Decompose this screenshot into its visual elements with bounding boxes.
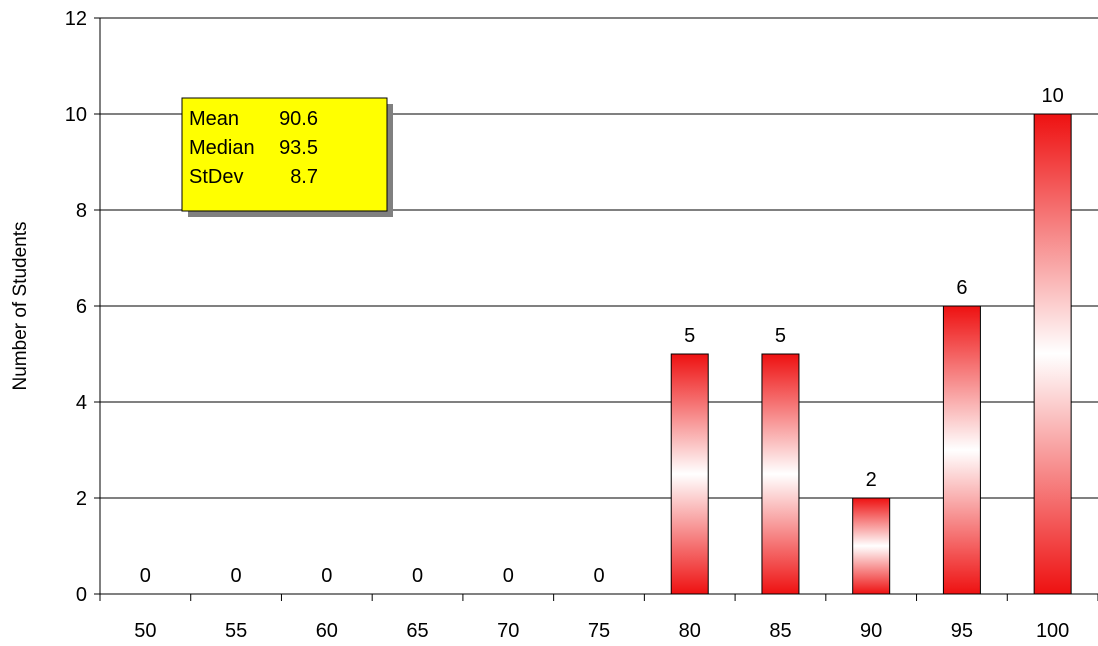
y-tick-label: 2 <box>76 488 87 510</box>
x-tick-label: 75 <box>588 620 610 642</box>
bar-90 <box>852 497 891 595</box>
data-labels: 0 0 0 0 0 0 5 5 2 6 10 <box>140 85 1064 587</box>
data-label: 0 <box>593 565 604 587</box>
x-tick-label: 90 <box>860 620 882 642</box>
y-tick-label: 8 <box>76 200 87 222</box>
data-label: 0 <box>140 565 151 587</box>
y-tick-label: 6 <box>76 296 87 318</box>
y-axis-title: Number of Students <box>10 222 31 391</box>
x-tick-label: 85 <box>769 620 791 642</box>
x-tick-label: 55 <box>225 620 247 642</box>
data-label: 5 <box>775 325 786 347</box>
bar-100 <box>1033 113 1072 595</box>
stats-mean-label: Mean <box>189 108 239 130</box>
stats-stdev-value: 8.7 <box>290 166 318 188</box>
x-tick-label: 80 <box>679 620 701 642</box>
y-tick-label: 10 <box>65 104 87 126</box>
x-tick-label: 70 <box>497 620 519 642</box>
data-label: 0 <box>503 565 514 587</box>
x-tick-label: 65 <box>406 620 428 642</box>
stats-mean-value: 90.6 <box>279 108 318 130</box>
bar-85 <box>761 353 800 595</box>
y-tick-label: 4 <box>76 392 87 414</box>
data-label: 10 <box>1042 85 1064 107</box>
data-label: 0 <box>412 565 423 587</box>
data-label: 5 <box>684 325 695 347</box>
bar-95 <box>942 305 981 595</box>
y-tick-label: 12 <box>65 8 87 30</box>
data-label: 6 <box>956 277 967 299</box>
bar-80 <box>670 353 709 595</box>
stats-box-background <box>181 97 388 212</box>
x-tick-label: 50 <box>134 620 156 642</box>
stats-stdev-label: StDev <box>189 166 243 188</box>
stats-box: Mean 90.6 Median 93.5 StDev 8.7 <box>181 97 393 217</box>
bars <box>670 113 1072 595</box>
x-tick-label: 60 <box>316 620 338 642</box>
y-tick-label: 0 <box>76 584 87 606</box>
data-label: 2 <box>866 469 877 491</box>
data-label: 0 <box>321 565 332 587</box>
stats-median-value: 93.5 <box>279 137 318 159</box>
stats-median-label: Median <box>189 137 255 159</box>
data-label: 0 <box>231 565 242 587</box>
x-tick-label: 100 <box>1036 620 1069 642</box>
x-tick-label: 95 <box>951 620 973 642</box>
